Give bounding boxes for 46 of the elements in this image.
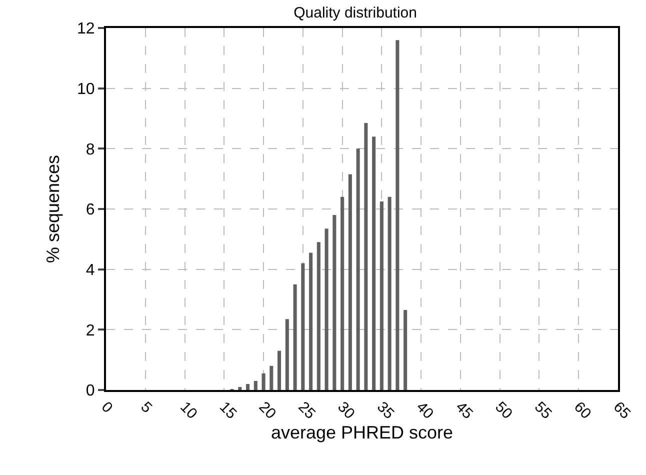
bar (270, 366, 274, 390)
bar (388, 196, 392, 390)
y-tick-label: 8 (86, 141, 95, 158)
bar (278, 350, 282, 390)
bar (372, 136, 376, 390)
x-tick-label: 30 (334, 398, 358, 422)
x-axis-title: average PHRED score (270, 422, 454, 442)
y-tick-label: 6 (86, 202, 95, 219)
y-tick-label: 12 (77, 20, 95, 38)
x-tick-label: 65 (610, 398, 634, 422)
x-tick-label: 60 (570, 398, 594, 422)
bar (356, 148, 360, 390)
chart-title: Quality distribution (294, 4, 418, 22)
bar (348, 174, 352, 390)
bar (293, 284, 297, 390)
bar (364, 123, 368, 390)
x-tick-label: 40 (412, 398, 437, 422)
x-tick-label: 45 (452, 398, 476, 422)
x-tick-label: 15 (216, 398, 240, 422)
bar (340, 196, 344, 390)
bar (301, 263, 305, 390)
bar (238, 386, 242, 390)
bar (324, 228, 328, 390)
x-tick-label: 25 (294, 398, 319, 422)
bar (332, 215, 336, 390)
bar (316, 242, 320, 390)
x-tick-label: 20 (255, 398, 280, 422)
bar (285, 319, 289, 390)
y-tick-label: 4 (86, 262, 95, 279)
x-tick-label: 55 (531, 398, 555, 422)
bar (254, 380, 258, 390)
y-tick-label: 0 (86, 382, 95, 400)
x-tick-label: 10 (176, 398, 200, 422)
y-axis-title: % sequences (43, 154, 63, 264)
y-tick-label: 10 (77, 80, 95, 98)
bar (380, 201, 384, 390)
bar (404, 310, 408, 390)
bar (309, 252, 313, 390)
x-tick-label: 50 (492, 398, 516, 422)
y-tick-label: 2 (86, 322, 95, 340)
bar (246, 384, 250, 390)
x-tick-label: 35 (374, 398, 398, 422)
bar (396, 40, 400, 390)
x-tick-label: 5 (137, 398, 156, 417)
x-tick-label: 0 (98, 398, 116, 417)
bar (262, 373, 266, 390)
